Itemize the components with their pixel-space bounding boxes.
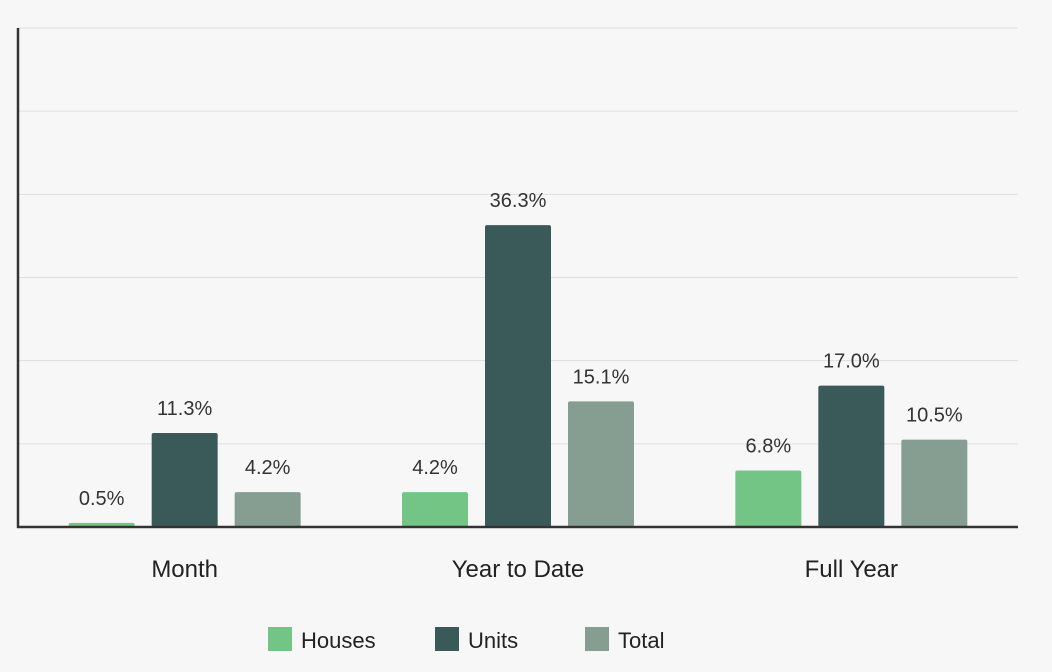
legend-label: Total <box>618 628 664 653</box>
x-tick-label: Year to Date <box>452 556 585 583</box>
data-label: 6.8% <box>746 435 792 457</box>
data-label: 15.1% <box>573 366 630 388</box>
bar-houses-full-year <box>735 470 802 527</box>
bars <box>68 225 968 528</box>
legend-swatch-houses <box>268 627 292 651</box>
data-label: 10.5% <box>906 405 963 427</box>
category-labels: Month Year to Date Full Year <box>151 556 898 583</box>
data-label: 4.2% <box>412 457 458 479</box>
bar-total-month <box>234 492 301 527</box>
axes <box>16 28 1018 529</box>
bar-units-full-year <box>818 385 885 527</box>
legend-label: Houses <box>301 628 376 653</box>
legend-swatch-total <box>585 627 609 651</box>
data-label: 11.3% <box>157 398 212 420</box>
data-label: 17.0% <box>823 351 880 373</box>
data-label: 0.5% <box>79 488 125 510</box>
x-tick-label: Month <box>151 556 218 583</box>
x-tick-label: Full Year <box>805 556 898 583</box>
bar-total-full-year <box>901 439 968 527</box>
legend-label: Units <box>468 628 518 653</box>
data-label: 36.3% <box>490 190 547 212</box>
bar-total-year-to-date <box>568 401 634 527</box>
legend: Houses Units Total <box>268 627 664 653</box>
value-labels: 0.5% 11.3% 4.2% 4.2% 36.3% 15.1% 6.8% 17.0% 10.5… <box>79 190 963 510</box>
bar-houses-year-to-date <box>402 492 468 527</box>
legend-swatch-units <box>435 627 459 651</box>
data-label: 4.2% <box>245 457 291 479</box>
bar-units-month <box>151 433 218 527</box>
bar-units-year-to-date <box>485 225 551 528</box>
